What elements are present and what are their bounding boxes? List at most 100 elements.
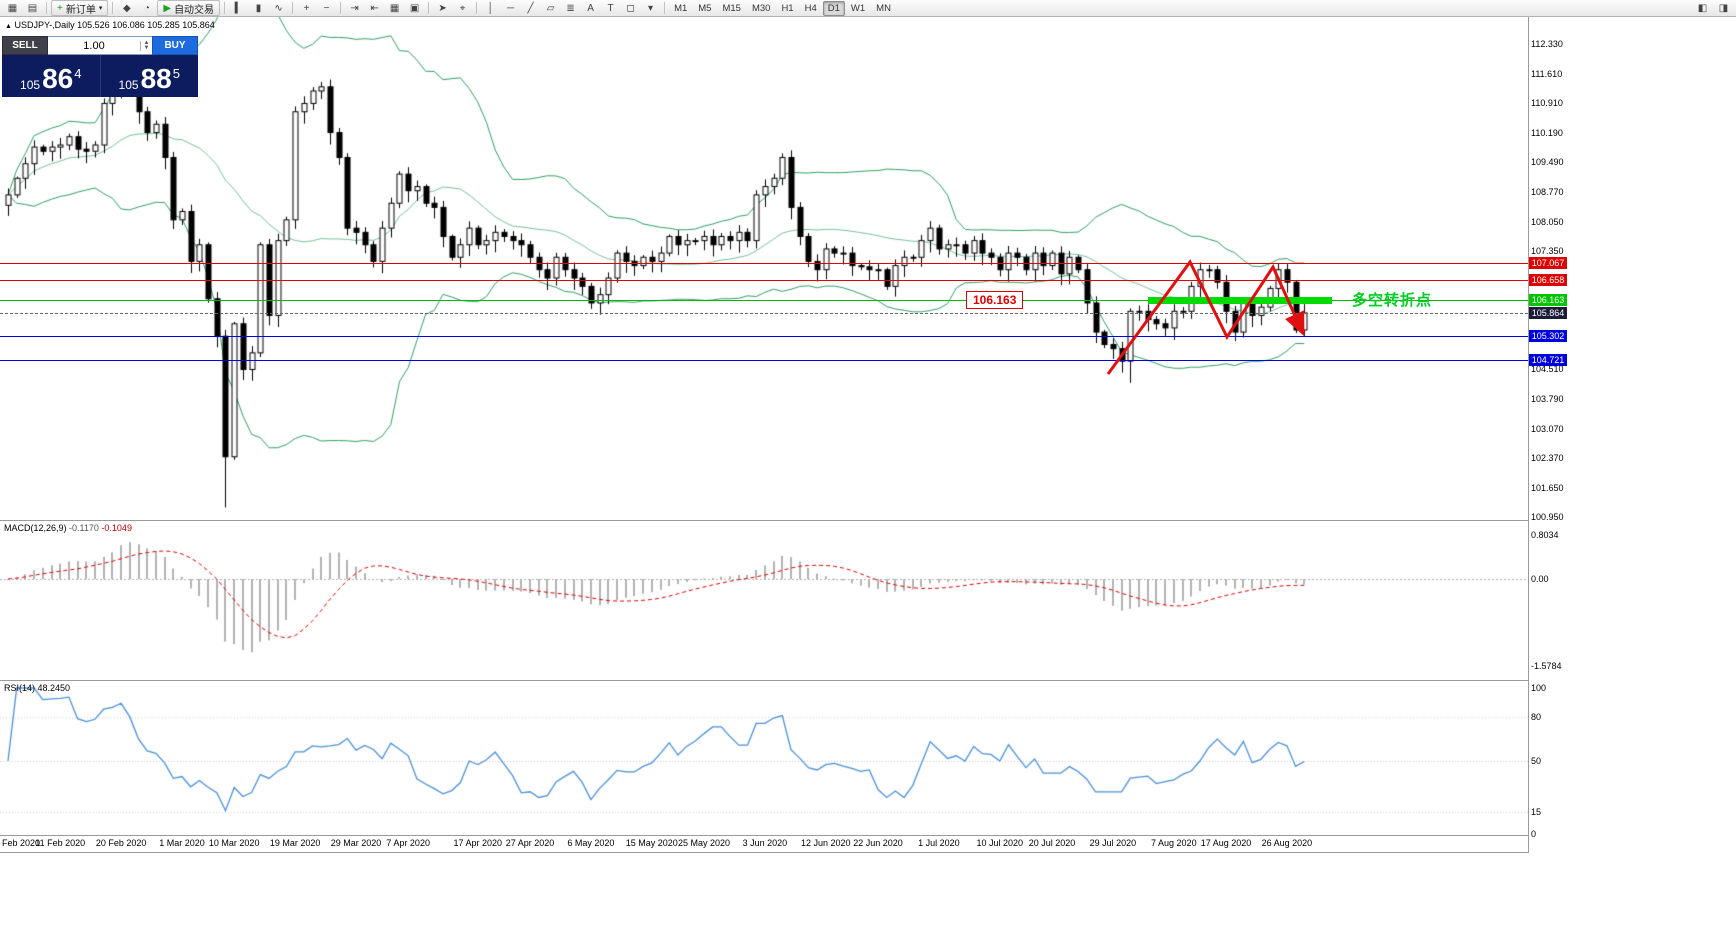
bar-chart-icon[interactable]: ▍ (234, 2, 243, 14)
date-label: 19 Mar 2020 (269, 838, 321, 848)
time-axis[interactable]: Feb 2020 11 Feb 2020 20 Feb 2020 1 Mar 2020… (0, 836, 1528, 851)
toolbar-separator (476, 2, 478, 14)
scale-tick: 102.370 (1531, 453, 1564, 463)
timeframe-MN[interactable]: MN (876, 2, 891, 14)
scale-tick: 0.8034 (1531, 530, 1559, 540)
panel-separator (0, 835, 1568, 836)
toolbar-separator (292, 2, 294, 14)
timeframe-H1[interactable]: H1 (781, 2, 794, 14)
date-label: 7 Aug 2020 (1151, 838, 1197, 848)
timeframe-M5[interactable]: M5 (698, 2, 712, 14)
spinner-up-icon[interactable]: ▲ (143, 39, 150, 46)
auto-trading-button[interactable]: ▶ 自动交易 (157, 0, 221, 16)
timeframe-W1[interactable]: W1 (850, 2, 866, 14)
scale-tick: 110.190 (1531, 128, 1563, 138)
vertical-line-icon[interactable]: │ (487, 2, 494, 14)
toolbar-separator (340, 2, 342, 14)
cursor-icon[interactable]: ➤ (438, 2, 447, 14)
buy-price-display[interactable]: 105 88 5 (118, 63, 180, 94)
scale-tick: 0 (1531, 829, 1537, 839)
dock-right-icon[interactable]: ◨ (1718, 2, 1729, 14)
panel-separator[interactable] (0, 680, 1568, 681)
date-label: 11 Feb 2020 (35, 838, 86, 848)
date-label: 27 Apr 2020 (505, 838, 555, 848)
timeframe-H4[interactable]: H4 (804, 2, 817, 14)
fibonacci-icon[interactable]: ≣ (566, 2, 575, 14)
scale-tick: 80 (1531, 712, 1542, 722)
price-tag-105.302: 105.302 (1529, 330, 1567, 342)
turning-point-note: 多空转折点 (1352, 292, 1433, 309)
date-label: 3 Jun 2020 (742, 838, 788, 848)
volume-spinner[interactable]: ▲ ▼ (140, 39, 152, 51)
date-label: 17 Apr 2020 (453, 838, 503, 848)
price-chart-canvas[interactable] (0, 17, 1528, 520)
scale-separator (1528, 17, 1529, 853)
dock-left-icon[interactable]: ◧ (1697, 2, 1708, 14)
alerts-icon[interactable]: ◔ (143, 2, 150, 14)
date-label: 10 Mar 2020 (208, 838, 260, 848)
crosshair-icon[interactable]: ⌖ (459, 2, 466, 14)
price-tag-106.163: 106.163 (1529, 294, 1567, 306)
new-chart-icon[interactable]: ▦ (7, 2, 18, 14)
scale-tick: 109.490 (1531, 157, 1564, 167)
timeframe-M15[interactable]: M15 (722, 2, 741, 14)
volume-value[interactable]: 1.00 (83, 39, 105, 52)
date-label: 1 Mar 2020 (159, 838, 205, 848)
zoom-in-icon[interactable]: + (303, 2, 310, 14)
price-level-label: 106.163 (966, 291, 1024, 309)
level-line-106.163 (0, 300, 1528, 301)
text-label-icon[interactable]: T (607, 2, 614, 14)
equidistant-channel-icon[interactable]: ▱ (546, 2, 555, 14)
sell-price-display[interactable]: 105 86 4 (20, 63, 82, 94)
rsi-indicator-label: RSI(14) 48.2450 (4, 683, 71, 693)
horizontal-line-icon[interactable]: ─ (507, 2, 515, 14)
indicators-icon[interactable]: ◆ (123, 2, 131, 14)
price-scale[interactable]: 112.330 111.610 110.910 110.190 109.490 108.7… (1529, 17, 1568, 853)
panel-separator[interactable] (0, 520, 1568, 521)
date-label: 20 Feb 2020 (95, 838, 147, 848)
toolbar-separator (46, 2, 47, 14)
scale-tick: 107.350 (1531, 246, 1564, 256)
shapes-caret-icon[interactable]: ▾ (648, 2, 654, 14)
zoom-out-icon[interactable]: − (323, 2, 330, 14)
date-label: 10 Jul 2020 (976, 838, 1024, 848)
volume-input[interactable]: 1.00 ▲ ▼ (48, 36, 152, 55)
candlestick-chart-icon[interactable]: ▮ (255, 2, 262, 14)
date-label: 20 Jul 2020 (1028, 838, 1076, 848)
date-label: 29 Mar 2020 (330, 838, 382, 848)
sell-button[interactable]: SELL (2, 36, 48, 55)
macd-panel-canvas[interactable] (0, 521, 1528, 680)
date-label: 6 May 2020 (567, 838, 615, 848)
tile-windows-icon[interactable]: ▣ (409, 2, 420, 14)
toolbar-separator (224, 2, 226, 14)
timeframe-D1[interactable]: D1 (822, 0, 845, 16)
buy-button[interactable]: BUY (152, 36, 198, 55)
scale-tick: 100 (1531, 683, 1547, 693)
date-label: 15 May 2020 (625, 838, 678, 848)
trendline-icon[interactable]: ╱ (527, 2, 534, 14)
scale-tick: 101.650 (1531, 483, 1564, 493)
auto-scroll-icon[interactable]: ⇥ (350, 2, 359, 14)
level-line-105.864 (0, 313, 1528, 314)
symbol-marker-icon: ▲ (5, 23, 12, 30)
chart-shift-icon[interactable]: ⇤ (370, 2, 379, 14)
text-icon[interactable]: A (587, 2, 594, 14)
new-order-button[interactable]: + 新订单 ▾ (51, 0, 109, 16)
chart-profiles-icon[interactable]: ▤ (27, 2, 38, 14)
level-line-106.658 (0, 280, 1528, 281)
shapes-icon[interactable]: ◻ (626, 2, 635, 14)
scale-tick: 104.510 (1531, 364, 1564, 374)
one-click-trading-panel: SELL 1.00 ▲ ▼ BUY 105 86 4 105 88 5 (2, 36, 198, 97)
line-chart-icon[interactable]: ∿ (274, 2, 283, 14)
price-tag-107.067: 107.067 (1529, 257, 1567, 269)
timeframe-M1[interactable]: M1 (674, 2, 688, 14)
scale-tick: 100.950 (1531, 512, 1564, 522)
date-label: 12 Jun 2020 (801, 838, 851, 848)
level-line-105.302 (0, 336, 1528, 337)
toolbar-separator (664, 2, 666, 14)
date-label: 1 Jul 2020 (918, 838, 960, 848)
spinner-down-icon[interactable]: ▼ (143, 44, 150, 51)
grid-icon[interactable]: ▦ (389, 2, 400, 14)
rsi-panel-canvas[interactable] (0, 681, 1528, 835)
timeframe-M30[interactable]: M30 (751, 2, 771, 14)
